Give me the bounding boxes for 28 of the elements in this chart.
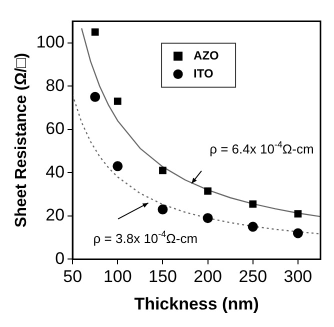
legend-label: AZO	[194, 48, 219, 63]
point	[159, 166, 166, 174]
x-tick-label: 300	[284, 267, 312, 286]
x-tick-label: 200	[194, 267, 222, 286]
point	[112, 161, 123, 172]
point	[248, 222, 258, 232]
point	[294, 210, 302, 218]
y-tick-label: 20	[46, 206, 65, 225]
x-tick-label: 50	[63, 267, 82, 286]
y-tick-label: 60	[46, 119, 65, 138]
x-tick-label: 150	[148, 267, 177, 286]
x-axis-title: Thickness (nm)	[134, 294, 259, 314]
point	[91, 28, 99, 36]
y-tick-label: 100	[36, 32, 65, 52]
point	[202, 213, 213, 224]
x-tick-label: 250	[238, 267, 268, 286]
y-axis-title: Sheet Resistance (Ω/□)	[13, 52, 30, 228]
point	[204, 187, 212, 195]
y-tick-label: 80	[46, 76, 65, 95]
point	[114, 98, 122, 105]
point	[158, 204, 168, 214]
legend-label: ITO	[194, 66, 214, 81]
point	[292, 228, 303, 238]
point	[249, 200, 257, 208]
x-tick-label: 100	[103, 267, 132, 286]
y-tick-label: 40	[46, 162, 65, 182]
y-tick-label: 0	[55, 248, 65, 268]
point	[90, 92, 100, 102]
